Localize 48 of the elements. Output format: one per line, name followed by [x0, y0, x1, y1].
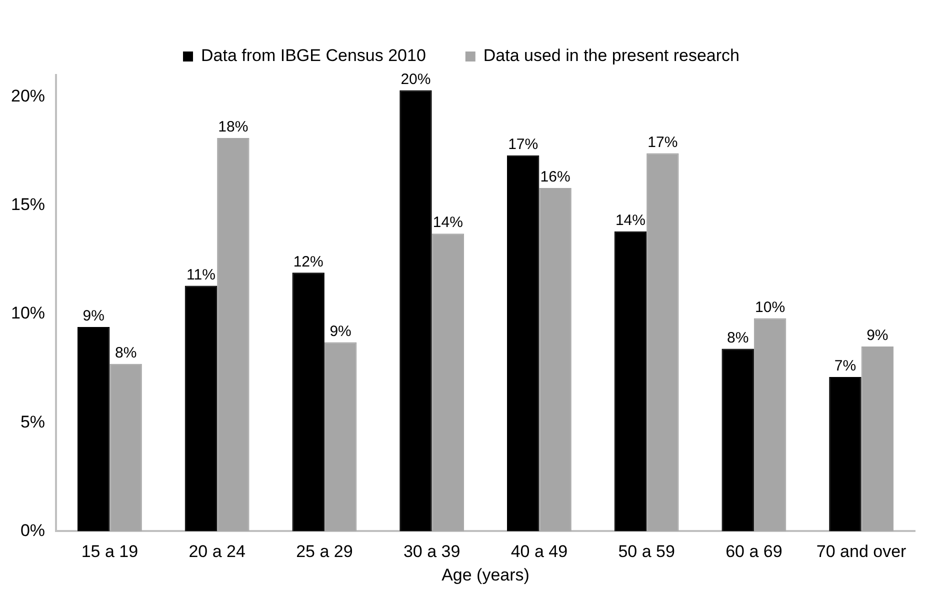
bar — [217, 138, 250, 532]
bar — [400, 90, 432, 532]
data-label: 20% — [400, 70, 431, 88]
data-label: 14% — [615, 212, 646, 230]
bar — [324, 342, 357, 532]
bar — [184, 286, 218, 532]
y-tick-label: 0% — [20, 520, 46, 540]
data-label: 11% — [186, 266, 216, 284]
data-label: 8% — [726, 329, 749, 346]
x-tick-label: 15 a 19 — [81, 542, 138, 562]
bar — [78, 326, 110, 532]
bar — [829, 376, 862, 532]
data-label: 9% — [866, 327, 888, 344]
data-label: 10% — [755, 298, 786, 316]
data-label: 14% — [432, 214, 463, 232]
data-label: 18% — [218, 118, 248, 136]
bar — [614, 231, 647, 532]
bar — [506, 155, 540, 532]
bar — [539, 188, 572, 532]
data-label: 8% — [114, 344, 137, 362]
data-label: 7% — [834, 358, 856, 375]
data-label: 9% — [82, 308, 104, 325]
x-tick-label: 60 a 69 — [726, 542, 782, 562]
x-axis-title: Age (years) — [442, 565, 530, 584]
bar — [754, 318, 786, 532]
data-label: 16% — [540, 168, 570, 186]
bar — [432, 234, 464, 532]
x-tick-label: 20 a 24 — [188, 542, 246, 562]
data-label: 17% — [508, 136, 538, 154]
legend-label: Data used in the present research — [483, 46, 740, 66]
data-label: 17% — [648, 134, 678, 151]
bar — [861, 346, 894, 532]
x-tick-label: 70 and over — [816, 542, 907, 562]
y-tick-label: 10% — [10, 304, 46, 323]
bar — [646, 153, 679, 532]
x-tick-label: 30 a 39 — [403, 542, 460, 562]
x-tick-label: 50 a 59 — [618, 542, 675, 562]
bar — [292, 272, 324, 532]
y-tick-label: 15% — [10, 195, 46, 214]
x-tick-label: 40 a 49 — [510, 542, 568, 562]
y-tick-label: 5% — [20, 412, 46, 432]
bar — [722, 348, 754, 532]
y-tick-label: 20% — [10, 86, 46, 106]
bar — [110, 364, 142, 532]
x-tick-label: 25 a 29 — [296, 542, 353, 562]
data-label: 12% — [293, 253, 324, 270]
data-label: 9% — [330, 322, 352, 340]
legend-label: Data from IBGE Census 2010 — [201, 46, 426, 66]
